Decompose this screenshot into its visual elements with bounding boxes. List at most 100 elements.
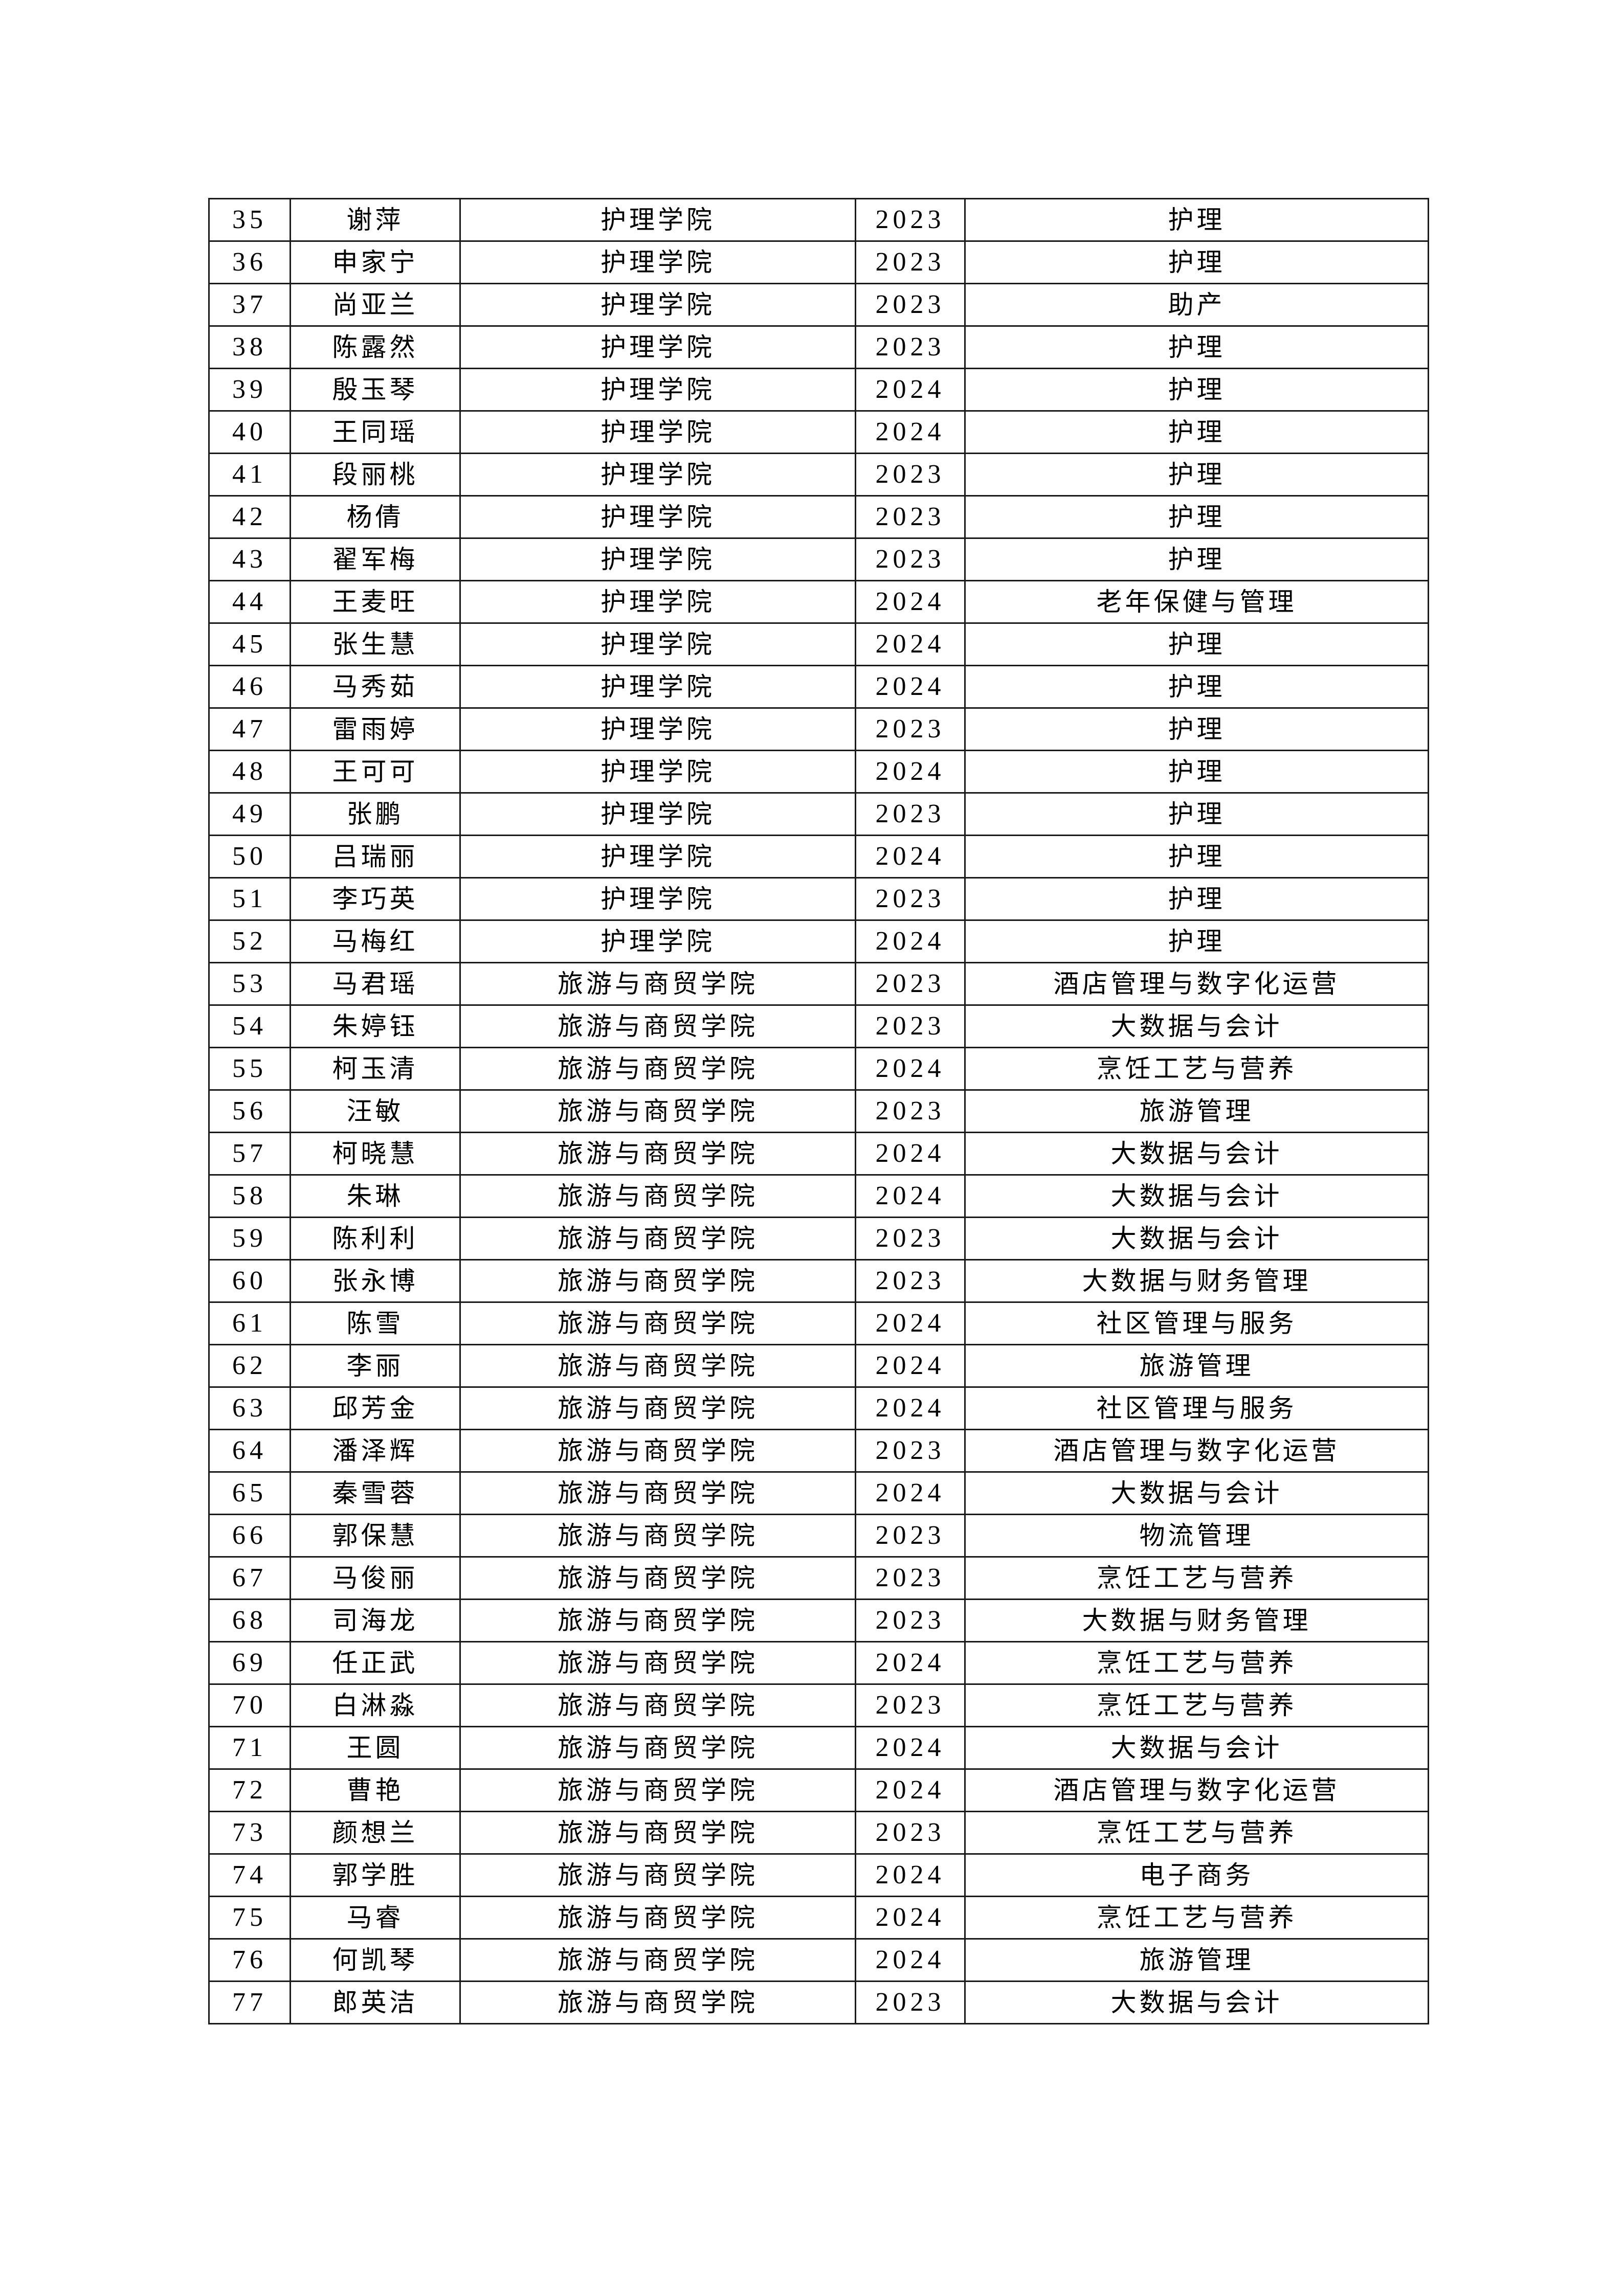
student-name: 王可可 bbox=[290, 750, 461, 794]
college-name: 护理学院 bbox=[459, 580, 856, 624]
student-name: 白淋淼 bbox=[290, 1683, 461, 1727]
row-number: 75 bbox=[208, 1896, 291, 1940]
row-number: 49 bbox=[208, 792, 291, 836]
college-name: 旅游与商贸学院 bbox=[459, 1301, 856, 1345]
enrollment-year: 2023 bbox=[855, 240, 966, 284]
table-row: 75 马睿 旅游与商贸学院 2024 烹饪工艺与营养 bbox=[208, 1896, 1429, 1940]
student-name: 陈露然 bbox=[290, 325, 461, 369]
enrollment-year: 2023 bbox=[855, 792, 966, 836]
table-row: 38 陈露然 护理学院 2023 护理 bbox=[208, 325, 1429, 369]
row-number: 71 bbox=[208, 1726, 291, 1770]
major-name: 酒店管理与数字化运营 bbox=[964, 1429, 1429, 1473]
row-number: 73 bbox=[208, 1811, 291, 1855]
enrollment-year: 2023 bbox=[855, 1980, 966, 2024]
table-row: 58 朱琳 旅游与商贸学院 2024 大数据与会计 bbox=[208, 1174, 1429, 1218]
table-row: 51 李巧英 护理学院 2023 护理 bbox=[208, 877, 1429, 921]
student-name: 陈利利 bbox=[290, 1217, 461, 1260]
college-name: 旅游与商贸学院 bbox=[459, 1726, 856, 1770]
student-name: 王麦旺 bbox=[290, 580, 461, 624]
row-number: 62 bbox=[208, 1344, 291, 1388]
major-name: 烹饪工艺与营养 bbox=[964, 1556, 1429, 1600]
table-row: 60 张永博 旅游与商贸学院 2023 大数据与财务管理 bbox=[208, 1259, 1429, 1303]
enrollment-year: 2024 bbox=[855, 368, 966, 412]
student-name: 翟军梅 bbox=[290, 537, 461, 581]
table-row: 46 马秀茹 护理学院 2024 护理 bbox=[208, 665, 1429, 709]
major-name: 护理 bbox=[964, 877, 1429, 921]
major-name: 护理 bbox=[964, 622, 1429, 666]
row-number: 38 bbox=[208, 325, 291, 369]
table-row: 40 王同瑶 护理学院 2024 护理 bbox=[208, 410, 1429, 454]
major-name: 大数据与会计 bbox=[964, 1174, 1429, 1218]
table-row: 44 王麦旺 护理学院 2024 老年保健与管理 bbox=[208, 580, 1429, 624]
major-name: 护理 bbox=[964, 368, 1429, 412]
student-name: 李丽 bbox=[290, 1344, 461, 1388]
student-name: 司海龙 bbox=[290, 1599, 461, 1642]
student-name: 张生慧 bbox=[290, 622, 461, 666]
enrollment-year: 2024 bbox=[855, 1853, 966, 1897]
major-name: 护理 bbox=[964, 750, 1429, 794]
row-number: 35 bbox=[208, 198, 291, 242]
table-row: 56 汪敏 旅游与商贸学院 2023 旅游管理 bbox=[208, 1089, 1429, 1133]
row-number: 37 bbox=[208, 283, 291, 327]
row-number: 36 bbox=[208, 240, 291, 284]
major-name: 旅游管理 bbox=[964, 1938, 1429, 1982]
student-name: 朱琳 bbox=[290, 1174, 461, 1218]
enrollment-year: 2023 bbox=[855, 1599, 966, 1642]
college-name: 护理学院 bbox=[459, 877, 856, 921]
row-number: 63 bbox=[208, 1386, 291, 1430]
enrollment-year: 2024 bbox=[855, 665, 966, 709]
row-number: 68 bbox=[208, 1599, 291, 1642]
college-name: 护理学院 bbox=[459, 198, 856, 242]
enrollment-year: 2023 bbox=[855, 1004, 966, 1048]
college-name: 旅游与商贸学院 bbox=[459, 1683, 856, 1727]
table-row: 61 陈雪 旅游与商贸学院 2024 社区管理与服务 bbox=[208, 1301, 1429, 1345]
table-row: 43 翟军梅 护理学院 2023 护理 bbox=[208, 537, 1429, 581]
table-row: 57 柯晓慧 旅游与商贸学院 2024 大数据与会计 bbox=[208, 1132, 1429, 1176]
college-name: 护理学院 bbox=[459, 410, 856, 454]
major-name: 护理 bbox=[964, 240, 1429, 284]
college-name: 护理学院 bbox=[459, 240, 856, 284]
college-name: 旅游与商贸学院 bbox=[459, 1217, 856, 1260]
table-row: 39 殷玉琴 护理学院 2024 护理 bbox=[208, 368, 1429, 412]
college-name: 护理学院 bbox=[459, 453, 856, 497]
major-name: 护理 bbox=[964, 919, 1429, 963]
table-row: 35 谢萍 护理学院 2023 护理 bbox=[208, 198, 1429, 242]
enrollment-year: 2024 bbox=[855, 1301, 966, 1345]
table-row: 37 尚亚兰 护理学院 2023 助产 bbox=[208, 283, 1429, 327]
enrollment-year: 2024 bbox=[855, 1344, 966, 1388]
table-row: 72 曹艳 旅游与商贸学院 2024 酒店管理与数字化运营 bbox=[208, 1768, 1429, 1812]
row-number: 55 bbox=[208, 1047, 291, 1091]
major-name: 护理 bbox=[964, 410, 1429, 454]
student-roster-table: 35 谢萍 护理学院 2023 护理 36 申家宁 护理学院 2023 护理 37 尚亚兰 护理学院 20… bbox=[208, 198, 1429, 2024]
major-name: 大数据与财务管理 bbox=[964, 1259, 1429, 1303]
student-name: 殷玉琴 bbox=[290, 368, 461, 412]
major-name: 护理 bbox=[964, 665, 1429, 709]
row-number: 47 bbox=[208, 707, 291, 751]
table-row: 50 吕瑞丽 护理学院 2024 护理 bbox=[208, 835, 1429, 879]
student-name: 郎英洁 bbox=[290, 1980, 461, 2024]
table-row: 47 雷雨婷 护理学院 2023 护理 bbox=[208, 707, 1429, 751]
enrollment-year: 2023 bbox=[855, 325, 966, 369]
major-name: 烹饪工艺与营养 bbox=[964, 1896, 1429, 1940]
row-number: 61 bbox=[208, 1301, 291, 1345]
row-number: 59 bbox=[208, 1217, 291, 1260]
table-row: 69 任正武 旅游与商贸学院 2024 烹饪工艺与营养 bbox=[208, 1641, 1429, 1685]
college-name: 旅游与商贸学院 bbox=[459, 1047, 856, 1091]
major-name: 护理 bbox=[964, 495, 1429, 539]
major-name: 旅游管理 bbox=[964, 1344, 1429, 1388]
college-name: 旅游与商贸学院 bbox=[459, 1556, 856, 1600]
student-name: 任正武 bbox=[290, 1641, 461, 1685]
student-name: 张永博 bbox=[290, 1259, 461, 1303]
college-name: 护理学院 bbox=[459, 283, 856, 327]
major-name: 社区管理与服务 bbox=[964, 1301, 1429, 1345]
roster-body: 35 谢萍 护理学院 2023 护理 36 申家宁 护理学院 2023 护理 37 尚亚兰 护理学院 20… bbox=[208, 198, 1429, 2024]
college-name: 护理学院 bbox=[459, 792, 856, 836]
table-row: 53 马君瑶 旅游与商贸学院 2023 酒店管理与数字化运营 bbox=[208, 962, 1429, 1006]
college-name: 护理学院 bbox=[459, 537, 856, 581]
student-name: 王同瑶 bbox=[290, 410, 461, 454]
student-name: 潘泽辉 bbox=[290, 1429, 461, 1473]
major-name: 电子商务 bbox=[964, 1853, 1429, 1897]
major-name: 护理 bbox=[964, 835, 1429, 879]
college-name: 旅游与商贸学院 bbox=[459, 1811, 856, 1855]
major-name: 烹饪工艺与营养 bbox=[964, 1641, 1429, 1685]
